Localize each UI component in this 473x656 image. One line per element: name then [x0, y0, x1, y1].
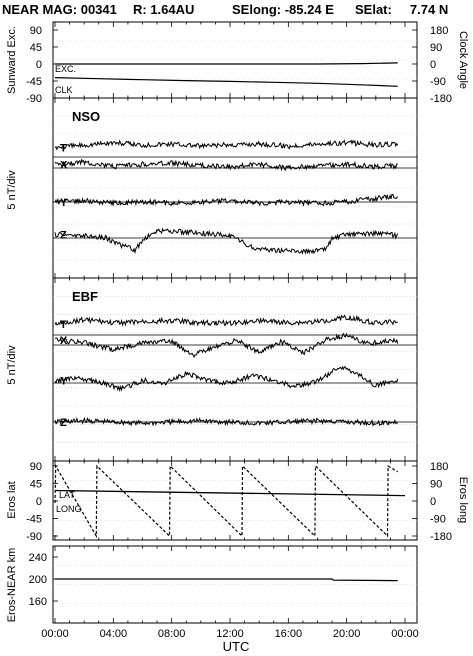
ebf-title: EBF — [72, 289, 98, 304]
x-axis-ticks: 00:00 04:00 08:00 12:00 16:00 20:00 00:00 — [41, 628, 419, 640]
lat-series-label: LAT — [59, 490, 75, 500]
x-tick-label: 12:00 — [216, 628, 244, 640]
series-y-line — [54, 193, 399, 207]
y-tick-label: 180 — [430, 461, 448, 473]
y-tick-label: 90 — [30, 25, 42, 37]
series-lat-line — [54, 489, 406, 497]
header-selong: SElong: -85.24 E — [232, 2, 334, 17]
series-t-line — [54, 139, 399, 151]
nso-panel: NSO 5 nT/div TX Y Z — [6, 97, 418, 279]
y-tick-label: 45 — [30, 42, 42, 54]
y-tick-label: -90 — [26, 93, 42, 105]
ebf-ylabel: 5 nT/div — [6, 345, 18, 385]
eros-lat-ylabel: Eros lat — [6, 481, 18, 518]
y-tick-label: -180 — [430, 531, 452, 543]
header-radius: R: 1.64AU — [133, 2, 194, 17]
series-z-label: Z — [60, 417, 67, 429]
x-tick-label: 00:00 — [41, 628, 69, 640]
y-tick-label: -90 — [430, 76, 446, 88]
y-tick-label: 200 — [29, 574, 47, 586]
y-tick-label: -90 — [430, 514, 446, 526]
nso-title: NSO — [72, 109, 100, 124]
range-ylabel: Eros-NEAR km — [6, 548, 18, 623]
series-y-line — [54, 365, 399, 393]
x-tick-label: 00:00 — [391, 628, 419, 640]
series-z-label: Z — [60, 229, 67, 241]
x-tick-label: 08:00 — [158, 628, 186, 640]
series-long-line — [54, 463, 399, 539]
y-tick-label: 0 — [36, 59, 42, 71]
x-tick-label: 04:00 — [100, 628, 128, 640]
eros-panel: Eros lat Eros long 90 45 0 -45 -90 180 90 0 -90… — [6, 460, 469, 543]
series-exc-line — [55, 62, 398, 65]
sunward-gridlines — [53, 22, 417, 98]
series-clk-line — [54, 77, 398, 87]
exc-series-label: EXC. — [55, 64, 76, 74]
eros-long-ylabel: Eros long — [457, 477, 469, 523]
series-y-label: Y — [60, 197, 68, 209]
sunward-yticks-right: 180 90 0 -90 -180 — [412, 25, 452, 105]
clk-series-label: CLK — [55, 85, 73, 95]
header-selat: SElat: 7.74 N — [355, 2, 448, 17]
range-yticks: 240 200 160 — [29, 552, 58, 608]
y-tick-label: 0 — [430, 59, 436, 71]
nso-ylabel: 5 nT/div — [6, 170, 18, 210]
header-mission: NEAR MAG: 00341 — [2, 2, 117, 17]
eros-yticks-right: 180 90 0 -90 -180 — [412, 461, 452, 543]
ebf-series: TX Y Z — [53, 314, 417, 429]
series-z-line — [54, 227, 399, 255]
sunward-panel: Sunward Exc. Clock Angle 90 45 0 -45 -90 180… — [6, 21, 469, 105]
series-t-label: T — [60, 319, 67, 331]
series-x-line — [54, 158, 398, 172]
eros-yticks-left: 90 45 0 -45 -90 — [26, 461, 58, 543]
y-tick-label: 90 — [30, 461, 42, 473]
sunward-yticks-left: 90 45 0 -45 -90 — [26, 25, 58, 105]
y-tick-label: -90 — [26, 531, 42, 543]
y-tick-label: -45 — [26, 76, 42, 88]
series-x-label: X — [60, 159, 68, 171]
x-tick-label: 16:00 — [275, 628, 303, 640]
nso-series: TX Y Z — [53, 139, 417, 255]
eros-gridlines — [53, 461, 417, 540]
y-tick-label: 90 — [430, 42, 442, 54]
y-tick-label: 90 — [430, 479, 442, 491]
long-series-label: LONG — [56, 504, 82, 514]
clock-angle-ylabel: Clock Angle — [457, 31, 469, 89]
series-z-line — [54, 416, 398, 427]
ebf-panel: EBF 5 nT/div TX Y Z — [6, 277, 418, 462]
y-tick-label: -45 — [26, 514, 42, 526]
y-tick-label: 0 — [430, 496, 436, 508]
x-axis-label: UTC — [223, 639, 250, 654]
series-y-label: Y — [60, 376, 68, 388]
y-tick-label: 180 — [430, 25, 448, 37]
ebf-gridlines — [53, 278, 417, 461]
y-tick-label: 160 — [29, 596, 47, 608]
sunward-ylabel: Sunward Exc. — [6, 26, 18, 94]
y-tick-label: -180 — [430, 93, 452, 105]
range-gridlines — [53, 546, 417, 623]
series-x-label: X — [60, 335, 68, 347]
series-range-line — [55, 578, 398, 582]
series-x-line — [54, 332, 399, 358]
series-t-line — [54, 314, 398, 327]
series-t-label: T — [60, 142, 67, 154]
x-tick-label: 20:00 — [333, 628, 361, 640]
range-panel: Eros-NEAR km 240 200 160 — [6, 545, 418, 624]
y-tick-label: 240 — [29, 552, 47, 564]
nso-gridlines — [53, 98, 417, 278]
y-tick-label: 0 — [36, 496, 42, 508]
y-tick-label: 45 — [30, 479, 42, 491]
